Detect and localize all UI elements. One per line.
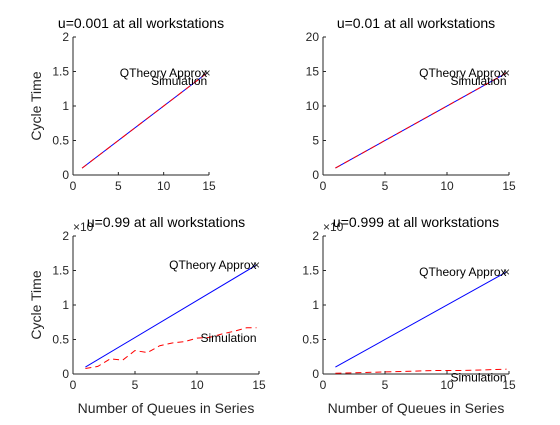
simulation-line (335, 72, 507, 169)
x-tick-label: 0 (320, 378, 327, 392)
end-marker: × (503, 66, 510, 80)
y-tick-label: 2 (62, 229, 69, 243)
x-tick-label: 0 (70, 378, 77, 392)
x-tick-label: 10 (440, 179, 454, 193)
x-tick-label: 15 (502, 179, 516, 193)
y-tick-label: 1 (62, 298, 69, 312)
x-tick-label: 0 (320, 179, 327, 193)
end-marker: × (503, 265, 510, 279)
y-tick-label: 5 (312, 134, 319, 148)
y-tick-label: 1.5 (52, 264, 69, 278)
y-tick-label: 1.5 (302, 264, 319, 278)
x-tick-label: 5 (115, 179, 122, 193)
x-tick-label: 5 (382, 378, 389, 392)
annotation-label: QTheory Approx (419, 66, 506, 80)
x-tick-label: 15 (202, 179, 216, 193)
x-tick-label: 0 (70, 179, 77, 193)
y-tick-label: 20 (306, 30, 320, 44)
end-marker: × (204, 66, 211, 80)
x-tick-label: 15 (252, 378, 266, 392)
x-tick-label: 15 (502, 378, 516, 392)
x-tick-label: 5 (382, 179, 389, 193)
subplot-4: 0 5 10 15 0 0.5 1 1.5 2 ×10 ×QTheory Approx Simulat… (302, 214, 516, 416)
y-tick-label: 1 (312, 298, 319, 312)
annotation-label: QTheory Approx (120, 66, 207, 80)
y-tick-label: 2 (312, 229, 319, 243)
x-axis-label: Number of Queues in Series (78, 400, 255, 416)
simulation-line (85, 327, 257, 369)
annotation-label: Simulation (200, 331, 256, 345)
y-tick-label: 15 (306, 65, 320, 79)
y-tick-label: 1.5 (52, 65, 69, 79)
subplot-title: u=0.001 at all workstations (58, 15, 224, 31)
end-marker: × (253, 258, 260, 272)
x-tick-label: 10 (440, 378, 454, 392)
subplot-3: 0 5 10 15 0 0.5 1 1.5 2 ×10 ×QTheory Approx Simulat… (28, 214, 266, 416)
annotation-label: Simulation (151, 74, 207, 88)
simulation-line (81, 72, 208, 169)
annotation-label: QTheory Approx (169, 258, 256, 272)
subplot-title: u=0.999 at all workstations (333, 214, 499, 230)
qtheory-line (85, 264, 257, 368)
y-axis-label: Cycle Time (28, 270, 44, 339)
qtheory-line (335, 271, 507, 368)
x-tick-label: 10 (157, 179, 171, 193)
x-axis-label: Number of Queues in Series (328, 400, 505, 416)
y-tick-label: 0 (62, 367, 69, 381)
y-tick-label: 1 (62, 99, 69, 113)
y-tick-label: 0.5 (52, 333, 69, 347)
y-tick-label: 2 (62, 30, 69, 44)
annotation-label: QTheory Approx (419, 265, 506, 279)
y-tick-label: 0.5 (302, 333, 319, 347)
x-tick-label: 10 (190, 378, 204, 392)
subplot-title: u=0.99 at all workstations (87, 214, 245, 230)
subplot-title: u=0.01 at all workstations (337, 15, 495, 31)
y-exponent-label: ×10 (73, 220, 94, 234)
y-tick-label: 0 (312, 168, 319, 182)
annotation-label: Simulation (450, 370, 506, 384)
y-tick-label: 0 (62, 168, 69, 182)
subplot-1: 0 5 10 15 0 0.5 1 1.5 2 ×QTheory ApproxSimulation… (28, 15, 224, 193)
y-tick-label: 0.5 (52, 134, 69, 148)
simulation-line (335, 368, 507, 374)
y-tick-label: 0 (312, 367, 319, 381)
x-tick-label: 5 (132, 378, 139, 392)
y-axis-label: Cycle Time (28, 71, 44, 140)
y-tick-label: 10 (306, 99, 320, 113)
y-exponent-label: ×10 (323, 220, 344, 234)
annotation-label: Simulation (450, 74, 506, 88)
